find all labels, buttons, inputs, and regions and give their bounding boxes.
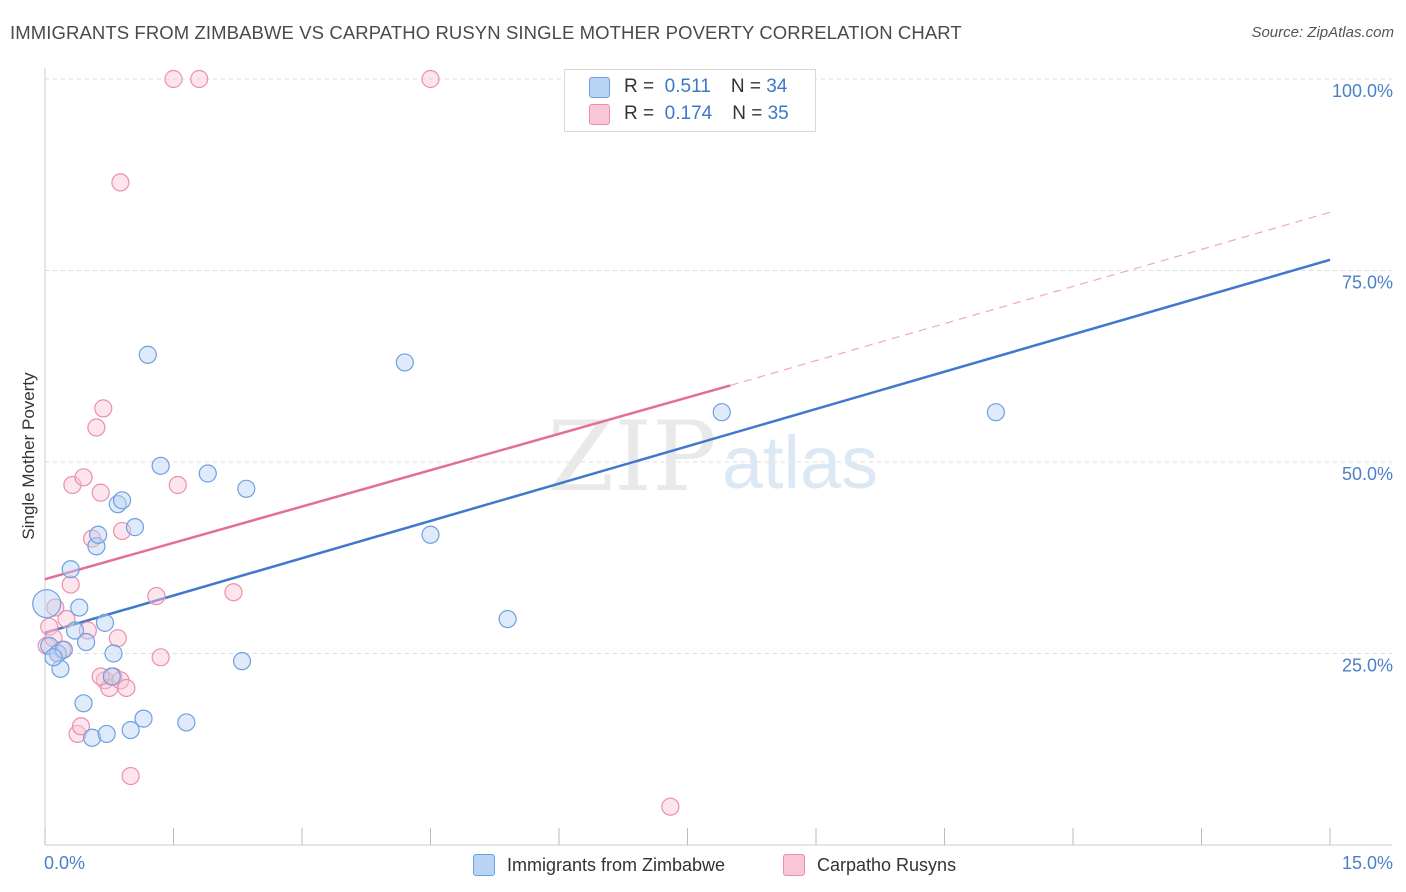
legend-row-zimbabwe: R = 0.511 N = 34 (565, 74, 787, 100)
point-carpatho (108, 629, 127, 648)
bottom-legend-carpatho: Carpatho Rusyns (783, 852, 956, 878)
bottom-legend-label-zimbabwe: Immigrants from Zimbabwe (507, 854, 726, 875)
point-zimbabwe (177, 713, 196, 732)
legend-n-label: N = (730, 76, 761, 97)
point-carpatho (151, 648, 170, 667)
watermark-zip: ZIP (547, 401, 716, 513)
point-carpatho (147, 586, 166, 606)
point-zimbabwe (44, 648, 63, 667)
bottom-legend-label-carpatho: Carpatho Rusyns (817, 854, 957, 875)
watermark-atlas: atlas (722, 421, 878, 504)
point-zimbabwe (54, 640, 73, 659)
point-zimbabwe (61, 560, 80, 579)
legend-r-value-blue: 0.511 (664, 76, 711, 97)
point-zimbabwe (986, 403, 1006, 422)
point-carpatho (190, 69, 209, 89)
point-zimbabwe (237, 479, 256, 498)
y-tick-label: 25.0% (1342, 656, 1393, 676)
data-points (32, 69, 1006, 816)
point-carpatho (78, 621, 97, 640)
legend-r-label: R = (624, 103, 655, 124)
point-carpatho (164, 69, 183, 89)
point-carpatho (421, 69, 440, 89)
tick-labels: 25.0% 50.0% 75.0% 100.0% 0.0% 15.0% (44, 81, 1393, 873)
point-zimbabwe (32, 589, 62, 619)
y-axis-label: Single Mother Poverty (19, 372, 38, 540)
y-tick-label: 50.0% (1342, 464, 1393, 484)
point-zimbabwe (77, 632, 96, 652)
point-zimbabwe (421, 525, 440, 544)
point-zimbabwe (95, 613, 115, 632)
point-zimbabwe (65, 621, 85, 640)
point-carpatho (40, 617, 59, 636)
point-carpatho (74, 468, 93, 487)
point-zimbabwe (134, 709, 153, 728)
legend-n-value-pink: 35 (767, 103, 789, 124)
legend-r-label: R = (624, 76, 655, 97)
point-zimbabwe (104, 644, 123, 663)
point-carpatho (91, 483, 110, 502)
point-zimbabwe (125, 518, 145, 537)
point-zimbabwe (138, 345, 157, 364)
x-tick-label: 15.0% (1342, 853, 1393, 873)
point-zimbabwe (498, 609, 517, 629)
point-zimbabwe (83, 728, 102, 747)
point-zimbabwe (74, 694, 93, 713)
point-carpatho (661, 797, 680, 816)
point-zimbabwe (51, 659, 70, 678)
bottom-legend-swatch-pink (783, 854, 805, 876)
point-zimbabwe (112, 491, 132, 510)
y-tick-label: 75.0% (1342, 273, 1393, 293)
grid-lines (45, 78, 1392, 654)
trend-line-blue (44, 258, 1331, 635)
trend-line-pink (44, 384, 731, 581)
point-zimbabwe (198, 464, 217, 483)
point-carpatho (224, 583, 243, 602)
bottom-legend-swatch-blue (473, 854, 495, 876)
point-carpatho (71, 717, 91, 736)
point-zimbabwe (712, 403, 731, 422)
point-zimbabwe (97, 724, 116, 744)
point-zimbabwe (70, 598, 89, 617)
axes (44, 68, 1392, 846)
point-carpatho (46, 598, 65, 617)
point-zimbabwe (395, 353, 414, 372)
legend-n-value-blue: 34 (766, 76, 788, 97)
correlation-legend: R = 0.511 N = 34 R = 0.174 N = 35 (564, 69, 816, 132)
point-carpatho (87, 418, 106, 437)
point-zimbabwe (87, 537, 106, 556)
point-carpatho (111, 173, 130, 192)
point-zimbabwe (121, 720, 140, 740)
bottom-legend-zimbabwe: Immigrants from Zimbabwe (473, 852, 725, 878)
point-carpatho (121, 766, 140, 786)
legend-swatch-blue (589, 76, 610, 98)
trend-lines (44, 211, 1331, 635)
legend-swatch-pink (589, 103, 610, 125)
source-label: Source: ZipAtlas.com (1251, 24, 1394, 41)
point-carpatho (61, 575, 80, 594)
y-tick-label: 100.0% (1332, 81, 1393, 101)
legend-row-carpatho: R = 0.174 N = 35 (565, 101, 789, 127)
point-zimbabwe (151, 456, 170, 475)
legend-r-value-pink: 0.174 (664, 103, 713, 124)
trend-line-pink-extension (730, 211, 1331, 386)
legend-n-label: N = (732, 103, 763, 124)
point-carpatho (168, 475, 187, 495)
x-tick-label: 0.0% (44, 853, 85, 873)
point-zimbabwe (102, 667, 121, 686)
point-carpatho (117, 678, 136, 698)
point-zimbabwe (232, 652, 252, 671)
point-carpatho (94, 399, 113, 418)
point-zimbabwe (89, 525, 108, 544)
chart-title: IMMIGRANTS FROM ZIMBABWE VS CARPATHO RUS… (10, 22, 962, 43)
